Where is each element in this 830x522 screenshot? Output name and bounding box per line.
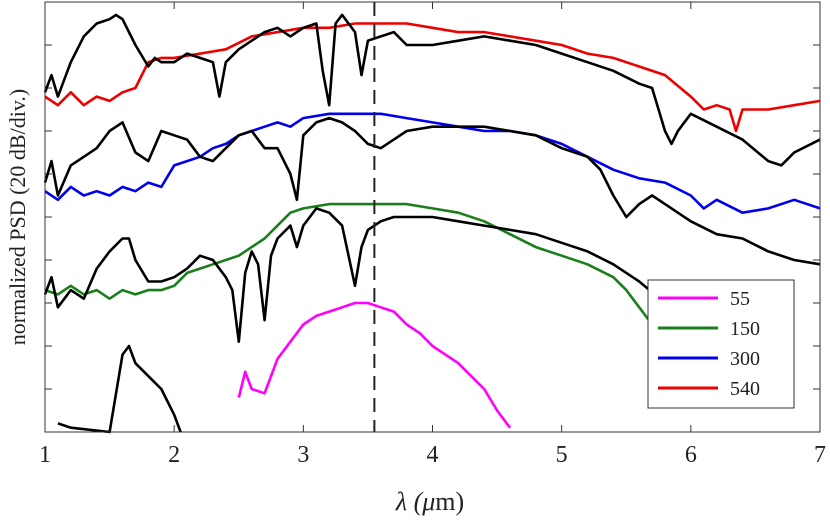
x-tick-label: 3	[297, 442, 309, 468]
series-line-5	[43, 207, 705, 343]
series-line-1	[44, 202, 660, 334]
series-line-2	[44, 112, 821, 214]
x-tick-label: 1	[39, 442, 51, 468]
x-tick-label: 6	[685, 442, 697, 468]
series-line-7	[43, 13, 821, 167]
legend: 55 150 300 540	[647, 279, 795, 409]
series-line-4	[57, 344, 182, 434]
legend-label: 150	[730, 318, 760, 340]
plot-frame	[44, 1, 821, 433]
x-tick-label: 5	[556, 442, 568, 468]
legend-label: 540	[730, 378, 760, 400]
legend-label: 300	[730, 348, 760, 370]
legend-label: 55	[730, 288, 750, 310]
x-tick-label: 2	[168, 442, 180, 468]
series-line-6	[43, 116, 821, 266]
series-line-0	[237, 301, 512, 429]
x-tick-label: 4	[427, 442, 439, 468]
x-axis-label: λ (μm)	[395, 487, 464, 516]
x-tick-label: 7	[814, 442, 826, 468]
x-tick-labels: 1 2 3 4 5 6 7	[39, 442, 826, 468]
series-group	[43, 13, 821, 434]
series-line-3	[44, 22, 821, 133]
y-axis-label: normalized PSD (20 dB/div.)	[5, 89, 30, 345]
